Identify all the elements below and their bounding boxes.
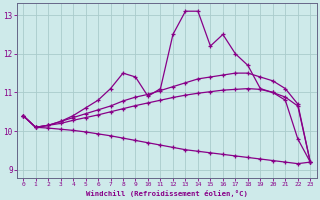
X-axis label: Windchill (Refroidissement éolien,°C): Windchill (Refroidissement éolien,°C) xyxy=(86,190,248,197)
